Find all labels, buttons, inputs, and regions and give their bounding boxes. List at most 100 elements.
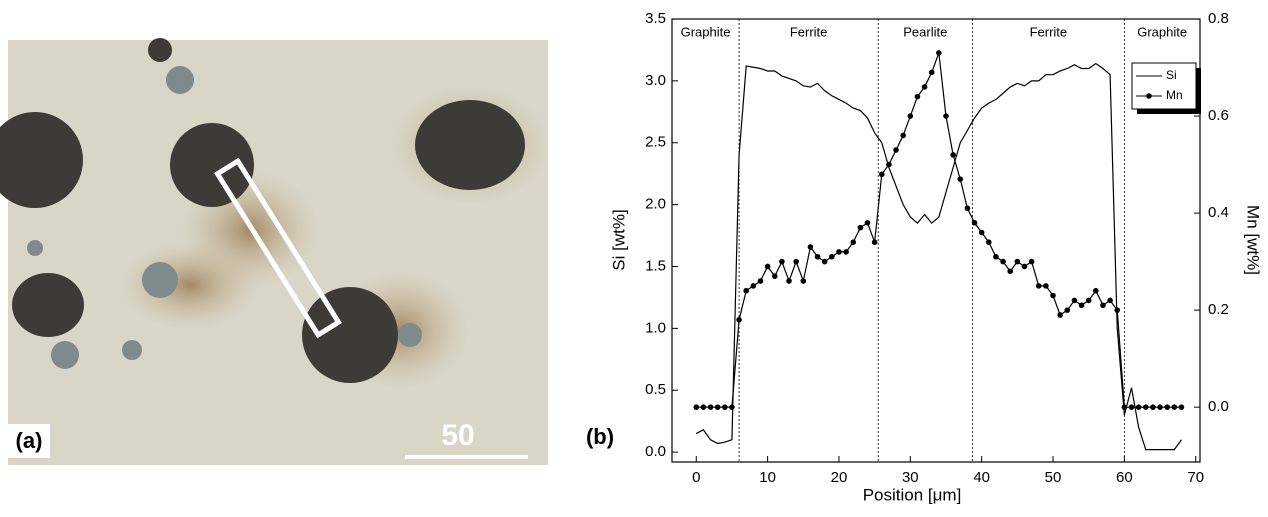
data-point <box>707 404 714 410</box>
y2-tick-label: 0.0 <box>1208 398 1229 415</box>
data-point <box>986 239 992 245</box>
data-point <box>700 404 707 410</box>
data-point <box>1178 404 1185 410</box>
y-tick-label: 3.5 <box>645 10 666 27</box>
data-point <box>1135 404 1142 410</box>
y-tick-label: 1.5 <box>645 257 666 274</box>
data-point <box>843 249 849 255</box>
data-point <box>814 253 821 260</box>
data-point <box>821 258 828 265</box>
data-point <box>907 113 914 119</box>
y2-tick-label: 0.8 <box>1208 10 1229 27</box>
data-point <box>1050 292 1056 299</box>
data-point <box>1128 404 1135 410</box>
micrograph: 50 (a) <box>0 38 550 465</box>
x-tick-label: 70 <box>1187 469 1204 486</box>
phase-label: Graphite <box>1137 24 1187 39</box>
data-point <box>1085 297 1092 304</box>
y-tick-label: 2.0 <box>645 196 666 213</box>
series-line <box>695 62 1182 451</box>
series-line <box>696 52 1182 408</box>
data-point <box>878 171 885 178</box>
y-tick-label: 0.5 <box>645 381 666 398</box>
x-tick-label: 50 <box>1045 469 1062 486</box>
data-point <box>1157 404 1163 410</box>
data-point <box>786 278 792 284</box>
data-point <box>722 404 728 410</box>
phase-label: Ferrite <box>790 24 828 39</box>
data-point <box>971 219 978 226</box>
data-point <box>928 69 935 76</box>
data-point <box>693 404 700 410</box>
data-point <box>1014 258 1021 265</box>
data-point <box>943 113 949 119</box>
legend-label: Si <box>1166 68 1177 82</box>
data-point <box>964 205 971 212</box>
data-point <box>771 273 778 279</box>
y-axis-title: Si [wt%] <box>609 209 628 270</box>
y2-tick-label: 0.2 <box>1208 301 1229 318</box>
data-point <box>757 278 764 284</box>
plot-frame <box>671 18 1201 463</box>
y2-axis-title: Mn [wt%] <box>1244 205 1263 275</box>
data-point <box>900 132 906 139</box>
data-point <box>1121 404 1128 410</box>
data-point <box>1150 404 1156 410</box>
data-point <box>764 263 771 270</box>
data-point <box>1021 263 1028 270</box>
panel-label: (a) <box>16 428 43 453</box>
y-tick-label: 0.0 <box>645 443 666 460</box>
data-point <box>743 287 750 294</box>
data-point <box>1028 258 1035 265</box>
data-point <box>1142 404 1149 410</box>
data-point <box>729 404 735 410</box>
x-tick-label: 60 <box>1116 469 1133 486</box>
phase-label: Graphite <box>681 24 731 39</box>
data-point <box>893 147 899 153</box>
data-point <box>793 258 799 265</box>
data-point <box>886 161 892 168</box>
legend-label: Mn <box>1166 88 1183 102</box>
data-point <box>857 224 864 231</box>
data-point <box>736 317 742 323</box>
x-tick-label: 0 <box>692 469 700 486</box>
data-point <box>1164 404 1170 410</box>
phase-label: Ferrite <box>1030 24 1068 39</box>
data-point <box>1107 297 1113 304</box>
legend-box <box>1131 62 1197 110</box>
scale-bar-label: 50 <box>441 419 474 452</box>
phase-label: Pearlite <box>903 24 947 39</box>
x-tick-label: 40 <box>973 469 990 486</box>
y2-tick-label: 0.4 <box>1208 204 1229 221</box>
data-point <box>714 404 721 410</box>
data-point <box>779 258 785 265</box>
data-point <box>1064 307 1071 313</box>
data-point <box>1043 283 1049 289</box>
data-point <box>993 253 999 260</box>
data-point <box>957 176 964 182</box>
data-point <box>807 244 814 250</box>
legend-marker <box>1146 93 1152 99</box>
data-point <box>750 283 757 289</box>
panel-label: (b) <box>586 424 614 449</box>
x-axis-title: Position [μm] <box>863 485 962 504</box>
x-tick-label: 30 <box>902 469 919 486</box>
data-point <box>871 239 878 245</box>
y2-tick-label: 0.6 <box>1208 107 1229 124</box>
data-point <box>864 219 871 226</box>
data-point <box>936 50 942 56</box>
y-tick-label: 2.5 <box>645 134 666 151</box>
data-point <box>1000 258 1006 265</box>
data-point <box>978 229 985 236</box>
data-point <box>1057 312 1063 318</box>
data-point <box>1100 302 1106 309</box>
data-point <box>829 253 835 260</box>
data-point <box>1093 287 1099 294</box>
data-point <box>950 152 956 158</box>
data-point <box>921 84 928 90</box>
data-point <box>800 278 807 284</box>
data-point <box>836 249 842 255</box>
data-point <box>914 93 921 100</box>
x-tick-label: 20 <box>831 469 848 486</box>
